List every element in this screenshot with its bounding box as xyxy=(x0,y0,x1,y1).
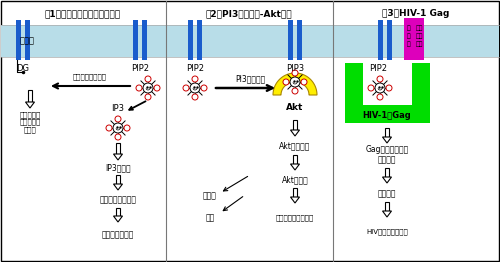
Text: IP3受容体: IP3受容体 xyxy=(105,163,131,172)
Bar xyxy=(288,20,293,60)
Circle shape xyxy=(115,116,121,122)
Polygon shape xyxy=(382,137,392,143)
Text: （2）PI3キナーゼ-Akt経路: （2）PI3キナーゼ-Akt経路 xyxy=(206,9,292,18)
Circle shape xyxy=(143,83,153,93)
Circle shape xyxy=(290,77,300,87)
Bar xyxy=(345,105,430,123)
Text: スト: スト xyxy=(415,33,423,39)
Polygon shape xyxy=(290,164,300,170)
Circle shape xyxy=(301,79,307,85)
Circle shape xyxy=(124,125,130,131)
Text: 脳保護: 脳保護 xyxy=(203,192,217,200)
Polygon shape xyxy=(114,154,122,160)
Polygon shape xyxy=(290,197,300,203)
Text: PIP2: PIP2 xyxy=(131,64,149,73)
Bar xyxy=(1,25,499,57)
Bar xyxy=(16,20,21,60)
Text: （3）HIV-1 Gag: （3）HIV-1 Gag xyxy=(382,9,450,18)
Text: Aktリン酸化: Aktリン酸化 xyxy=(280,141,310,150)
Bar xyxy=(197,20,202,60)
Polygon shape xyxy=(114,184,122,190)
Text: ミリ: ミリ xyxy=(415,25,423,31)
Text: PIP3: PIP3 xyxy=(286,64,304,73)
Circle shape xyxy=(292,70,298,76)
Bar xyxy=(116,208,120,216)
Circle shape xyxy=(377,94,383,100)
Text: ト: ト xyxy=(407,25,411,31)
Bar xyxy=(378,20,383,60)
Circle shape xyxy=(375,83,385,93)
Text: IP3: IP3 xyxy=(112,104,124,113)
Text: グルコース取り込み: グルコース取り込み xyxy=(276,215,314,221)
Text: （1）カルシウムシグナル伝達: （1）カルシウムシグナル伝達 xyxy=(45,9,121,18)
Text: HIV-1　Gag: HIV-1 Gag xyxy=(362,111,412,119)
Bar xyxy=(385,202,389,211)
Circle shape xyxy=(183,85,189,91)
Circle shape xyxy=(154,85,160,91)
Bar xyxy=(142,20,147,60)
Text: イ: イ xyxy=(407,33,411,39)
Circle shape xyxy=(201,85,207,91)
Bar xyxy=(414,18,424,60)
Circle shape xyxy=(192,76,198,82)
Circle shape xyxy=(192,94,198,100)
Circle shape xyxy=(190,83,200,93)
Bar xyxy=(293,155,297,164)
Bar xyxy=(116,143,120,154)
Text: PIP2: PIP2 xyxy=(369,64,387,73)
Text: プロテイン
キナーゼＣ
活性化: プロテイン キナーゼＣ 活性化 xyxy=(20,111,40,133)
Bar xyxy=(188,20,193,60)
Polygon shape xyxy=(273,73,317,95)
Bar xyxy=(293,120,297,130)
Polygon shape xyxy=(382,211,392,217)
Bar xyxy=(28,90,32,102)
Circle shape xyxy=(283,79,289,85)
Circle shape xyxy=(145,76,151,82)
Text: DG: DG xyxy=(16,64,30,73)
Bar xyxy=(387,20,392,60)
Text: ホスホリパーゼＣ: ホスホリパーゼＣ xyxy=(73,74,107,80)
Circle shape xyxy=(145,94,151,100)
Text: HIV粒子出芽と放出: HIV粒子出芽と放出 xyxy=(366,229,408,235)
Text: 細胞膜: 細胞膜 xyxy=(20,36,35,46)
Bar xyxy=(404,18,414,60)
Circle shape xyxy=(368,85,374,91)
Bar xyxy=(385,128,389,137)
Text: Gagの脂質二重層
への結合: Gagの脂質二重層 への結合 xyxy=(366,145,408,165)
Circle shape xyxy=(377,76,383,82)
Bar xyxy=(293,188,297,197)
Bar xyxy=(345,63,363,123)
Text: カルシウム動員: カルシウム動員 xyxy=(102,231,134,239)
Circle shape xyxy=(113,123,123,133)
Circle shape xyxy=(292,88,298,94)
Circle shape xyxy=(106,125,112,131)
Bar xyxy=(116,175,120,184)
Polygon shape xyxy=(26,102,35,108)
Text: PIP2: PIP2 xyxy=(186,64,204,73)
Circle shape xyxy=(386,85,392,91)
Bar xyxy=(412,63,430,123)
Text: ル: ル xyxy=(407,41,411,47)
Polygon shape xyxy=(114,216,122,222)
Text: イル: イル xyxy=(415,41,423,47)
Circle shape xyxy=(115,134,121,140)
Text: PI3キナーゼ: PI3キナーゼ xyxy=(235,74,265,84)
Polygon shape xyxy=(290,130,300,136)
Bar xyxy=(297,20,302,60)
Bar xyxy=(133,20,138,60)
Text: カルシウムストア: カルシウムストア xyxy=(100,195,136,205)
Bar xyxy=(385,168,389,177)
Polygon shape xyxy=(382,177,392,183)
Bar xyxy=(25,20,30,60)
Text: Akt: Akt xyxy=(286,103,304,112)
Text: Akt活性化: Akt活性化 xyxy=(282,176,308,184)
Text: 発癒: 発癒 xyxy=(206,214,214,222)
Circle shape xyxy=(136,85,142,91)
Text: 多量体化: 多量体化 xyxy=(378,189,396,199)
